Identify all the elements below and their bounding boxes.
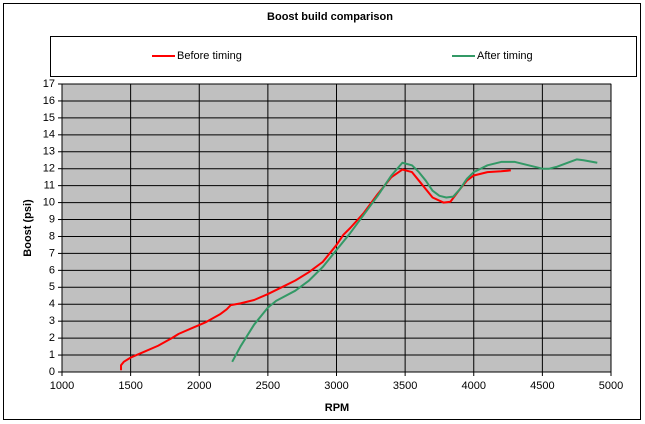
y-tick-label: 14	[43, 129, 55, 141]
y-tick-label: 2	[49, 332, 55, 344]
legend-label: Before timing	[177, 50, 242, 62]
y-tick-label: 16	[43, 95, 55, 107]
x-tick-label: 3000	[324, 380, 348, 392]
y-tick-label: 8	[49, 230, 55, 242]
series-line	[120, 168, 511, 371]
x-tick-label: 2500	[256, 380, 280, 392]
y-tick-label: 13	[43, 146, 55, 158]
x-tick-label: 4500	[530, 380, 554, 392]
y-tick-label: 4	[49, 298, 55, 310]
y-tick-label: 12	[43, 163, 55, 175]
x-tick-label: 4000	[462, 380, 486, 392]
y-tick-label: 11	[44, 180, 55, 192]
y-tick-label: 9	[49, 213, 55, 225]
x-tick-label: 5000	[599, 380, 623, 392]
x-tick-label: 3500	[393, 380, 417, 392]
legend-label: After timing	[477, 50, 533, 62]
y-tick-label: 6	[49, 264, 55, 276]
y-tick-label: 0	[49, 366, 55, 378]
x-tick-label: 1000	[50, 380, 74, 392]
y-tick-label: 3	[49, 315, 55, 327]
y-tick-label: 5	[49, 281, 55, 293]
y-tick-label: 1	[49, 349, 55, 361]
legend-box	[50, 36, 637, 77]
y-axis-label: Boost (psi)	[22, 199, 34, 257]
y-tick-label: 17	[43, 78, 55, 90]
x-tick-label: 1500	[118, 380, 142, 392]
chart-title: Boost build comparison	[267, 11, 393, 23]
y-tick-label: 10	[43, 196, 55, 208]
series-line	[231, 158, 598, 363]
x-axis-label: RPM	[325, 402, 349, 414]
y-tick-label: 7	[49, 247, 55, 259]
y-tick-label: 15	[43, 112, 55, 124]
x-tick-label: 2000	[187, 380, 211, 392]
